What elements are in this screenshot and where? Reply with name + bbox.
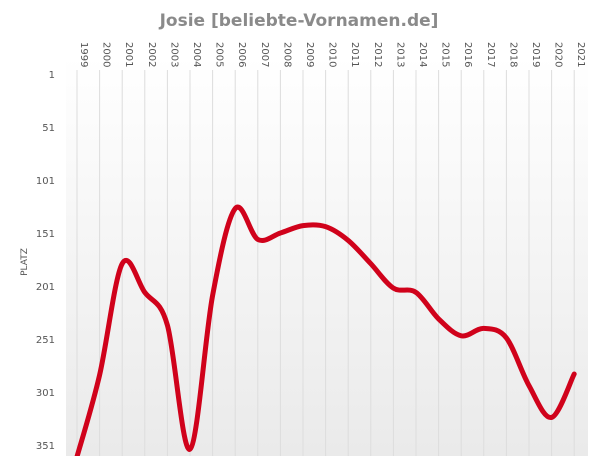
x-tick-label: 2008: [281, 42, 292, 67]
x-tick-label: 2019: [530, 42, 541, 67]
x-tick-label: 2015: [440, 42, 451, 67]
x-tick-label: 1999: [78, 42, 89, 67]
y-axis-label: PLATZ: [20, 248, 30, 276]
x-tick-label: 2020: [553, 42, 564, 67]
grid: [76, 70, 575, 456]
x-axis-ticks: 1999 2000 2001 2002 2003 2004 2005 2006 2007 2008…: [78, 42, 586, 67]
y-tick-label: 51: [42, 123, 55, 134]
y-tick-label: 351: [36, 441, 55, 452]
x-tick-label: 2002: [146, 42, 157, 67]
chart-title: Josie [beliebte-Vornamen.de]: [159, 11, 439, 31]
x-tick-label: 2012: [372, 42, 383, 67]
x-tick-label: 2000: [101, 42, 112, 67]
x-tick-label: 2004: [191, 42, 202, 67]
x-tick-label: 2005: [214, 42, 225, 67]
y-tick-label: 201: [36, 282, 55, 293]
x-tick-label: 2016: [462, 42, 473, 67]
x-tick-label: 2011: [349, 42, 360, 67]
x-tick-label: 2003: [168, 42, 179, 67]
y-tick-label: 1: [49, 70, 55, 81]
y-tick-label: 151: [36, 229, 55, 240]
x-tick-label: 2018: [507, 42, 518, 67]
y-tick-label: 101: [36, 176, 55, 187]
x-tick-label: 2017: [485, 42, 496, 67]
x-tick-label: 2009: [304, 42, 315, 67]
x-tick-label: 2010: [327, 42, 338, 67]
y-tick-label: 301: [36, 388, 55, 399]
series-line: [74, 204, 577, 456]
x-tick-label: 2007: [259, 42, 270, 67]
y-tick-label: 251: [36, 335, 55, 346]
x-tick-label: 2001: [123, 42, 134, 67]
x-tick-label: 2014: [417, 42, 428, 67]
x-tick-label: 2021: [575, 42, 586, 67]
series-group: [74, 204, 577, 456]
x-tick-label: 2006: [236, 42, 247, 67]
plot-background: [66, 56, 588, 456]
x-tick-label: 2013: [394, 42, 405, 67]
